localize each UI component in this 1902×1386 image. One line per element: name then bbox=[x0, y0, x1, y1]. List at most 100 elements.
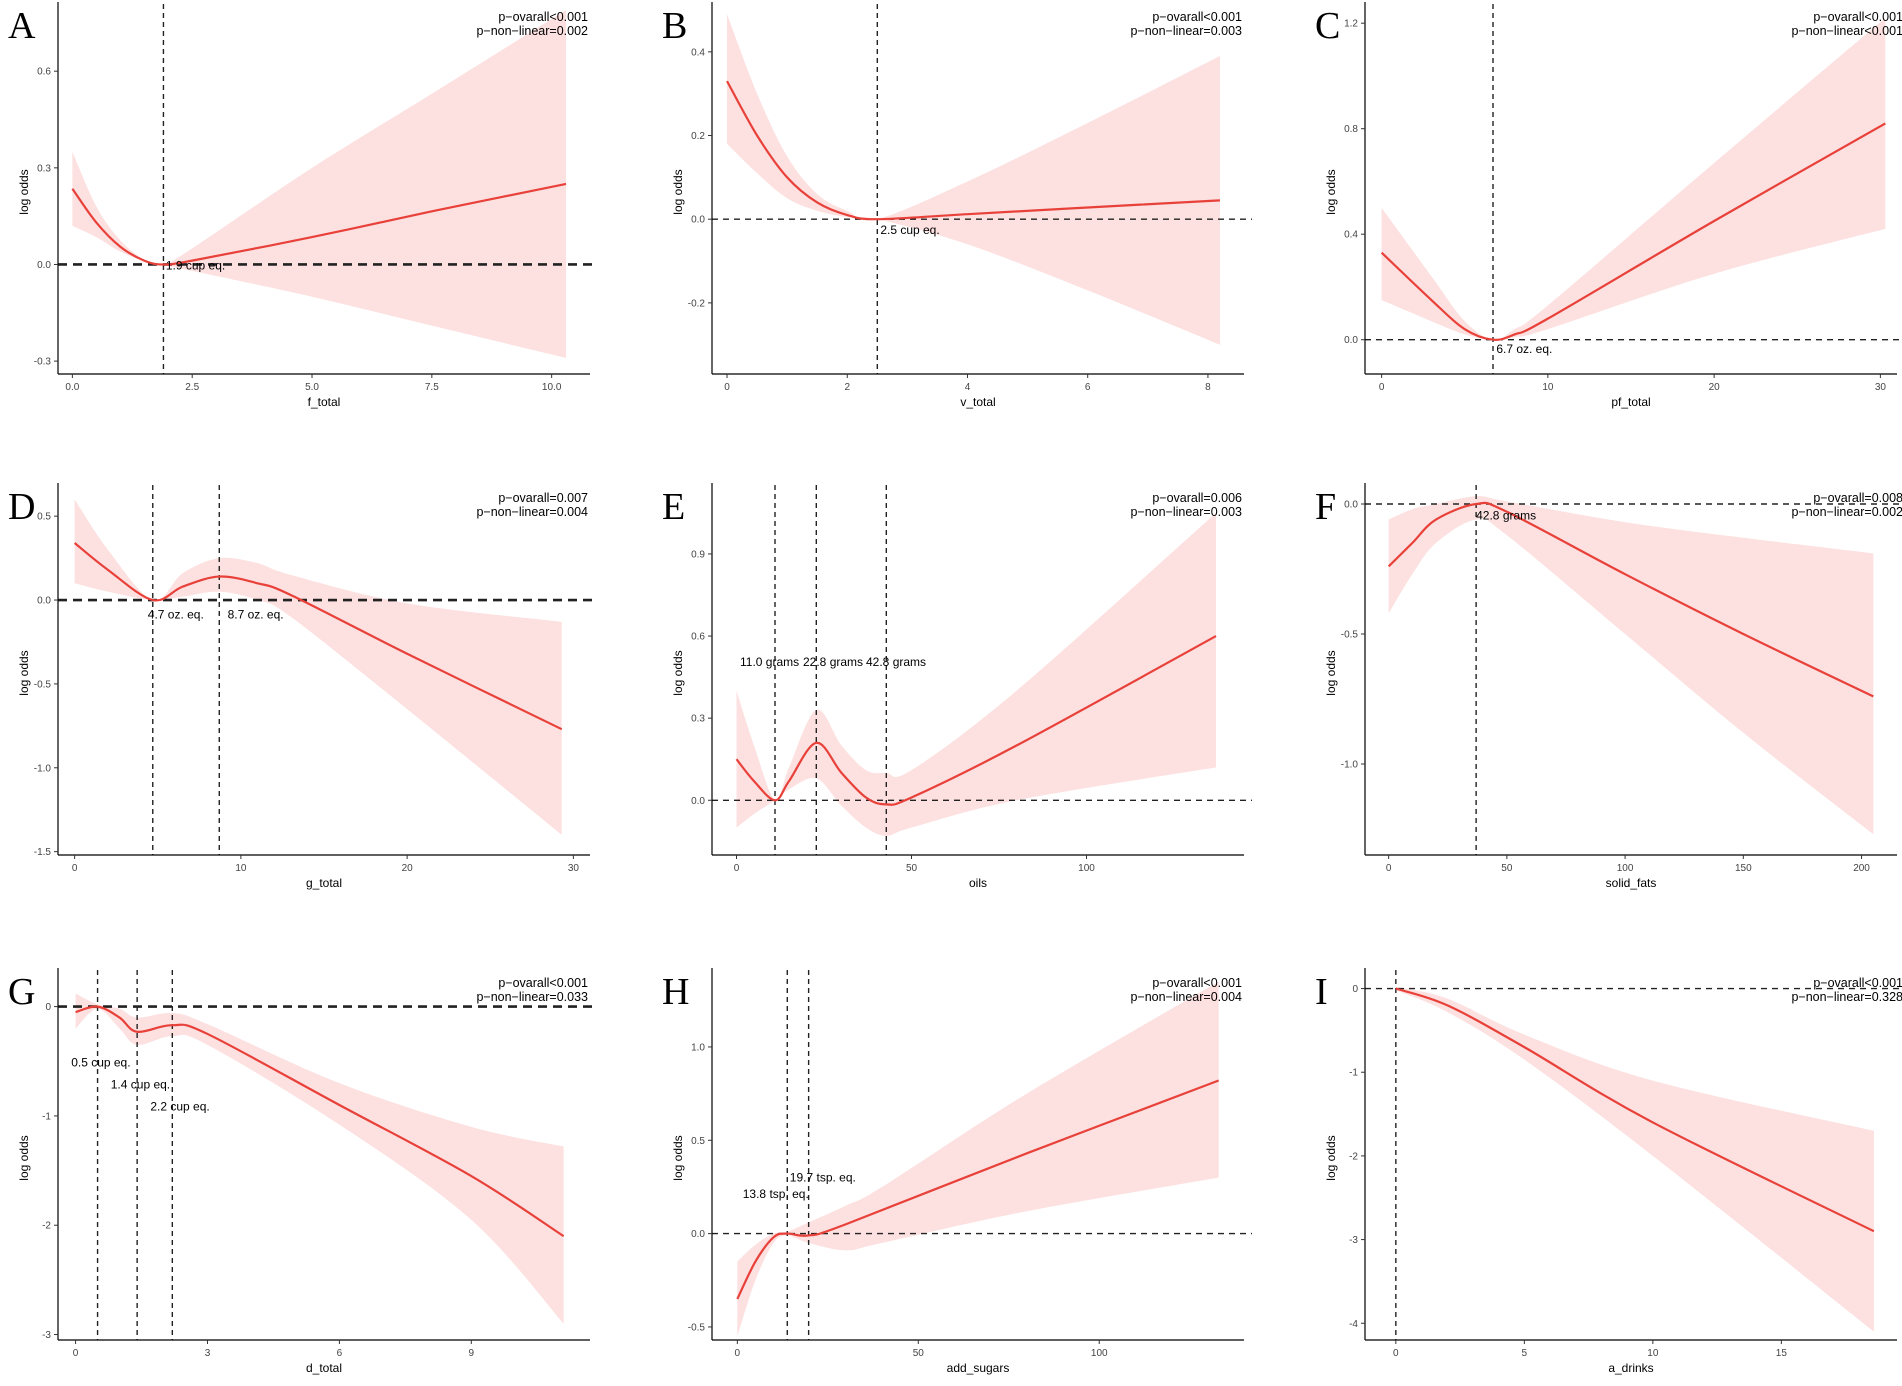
x-tick-label: 6 bbox=[1085, 382, 1091, 393]
confidence-band bbox=[736, 512, 1216, 836]
cutoff-annotation: 13.8 tsp. eq. bbox=[743, 1187, 809, 1201]
x-axis-title: d_total bbox=[306, 1361, 342, 1375]
p-nonlinear-text: p−non−linear=0.002 bbox=[1791, 505, 1902, 519]
chart-svg: 0 5 10 15 -4 -3 -2 -1 0 a_drinks log odds bbox=[1324, 968, 1902, 1375]
x-tick-label: 0 bbox=[1386, 863, 1392, 874]
y-tick-label: -4 bbox=[1349, 1319, 1358, 1330]
panel-h: 0 50 100 -0.5 0.0 0.5 1.0 add_sugars log odds 13.… bbox=[654, 966, 1254, 1386]
confidence-band bbox=[74, 499, 562, 835]
y-tick-label: -1 bbox=[1349, 1068, 1358, 1079]
x-tick-label: 150 bbox=[1735, 863, 1752, 874]
x-tick-label: 6 bbox=[337, 1348, 343, 1359]
x-tick-label: 0.0 bbox=[65, 382, 79, 393]
x-tick-label: 0 bbox=[724, 382, 730, 393]
x-tick-label: 2.5 bbox=[185, 382, 199, 393]
x-tick-label: 4 bbox=[965, 382, 971, 393]
p-overall-text: p−ovarall<0.001 bbox=[1813, 976, 1902, 990]
x-axis-title: oils bbox=[969, 876, 987, 890]
cutoff-annotation: 6.7 oz. eq. bbox=[1496, 342, 1552, 356]
x-tick-label: 200 bbox=[1853, 863, 1870, 874]
y-tick-label: 0.0 bbox=[37, 260, 51, 271]
y-tick-label: -2 bbox=[42, 1221, 51, 1232]
x-tick-label: 0 bbox=[1379, 382, 1385, 393]
chart-svg: 0 50 100 150 200 -1.0 -0.5 0.0 solid_fats log odd… bbox=[1324, 483, 1902, 890]
y-tick-label: -3 bbox=[1349, 1235, 1358, 1246]
chart-svg: 0.0 2.5 5.0 7.5 10.0 -0.3 0.0 0.3 0.6 f_total log … bbox=[17, 2, 598, 409]
cutoff-annotation: 42.8 grams bbox=[866, 655, 926, 669]
y-tick-label: 0.3 bbox=[691, 714, 705, 725]
p-overall-text: p−ovarall=0.007 bbox=[498, 491, 588, 505]
p-values: p−ovarall<0.001 p−non−linear=0.004 bbox=[1130, 976, 1242, 1004]
x-axis-title: add_sugars bbox=[947, 1361, 1010, 1375]
y-tick-label: -0.5 bbox=[688, 1322, 706, 1333]
confidence-band bbox=[72, 10, 567, 358]
y-tick-label: 0.0 bbox=[691, 215, 705, 226]
p-overall-text: p−ovarall<0.001 bbox=[1152, 976, 1242, 990]
cutoff-annotation: 1.4 cup eq. bbox=[111, 1078, 170, 1092]
y-tick-label: 0.3 bbox=[37, 163, 51, 174]
x-tick-label: 50 bbox=[913, 1348, 925, 1359]
fit-line bbox=[736, 1079, 1220, 1300]
x-tick-label: 100 bbox=[1091, 1348, 1108, 1359]
panel-f: 0 50 100 150 200 -1.0 -0.5 0.0 solid_fats log odd… bbox=[1307, 481, 1902, 901]
x-axis-title: g_total bbox=[306, 876, 342, 890]
y-tick-label: 0.5 bbox=[37, 512, 51, 523]
y-tick-label: 0.0 bbox=[1344, 500, 1358, 511]
panel-letter: H bbox=[662, 971, 690, 1013]
confidence-band bbox=[737, 981, 1219, 1337]
y-tick-label: 0.4 bbox=[1344, 230, 1358, 241]
x-tick-label: 0 bbox=[1393, 1348, 1399, 1359]
p-values: p−ovarall<0.001 p−non−linear=0.033 bbox=[476, 976, 588, 1004]
y-tick-label: 0.0 bbox=[691, 796, 705, 807]
y-tick-label: -1.0 bbox=[1341, 760, 1359, 771]
chart-svg: 0 10 20 30 0.0 0.4 0.8 1.2 pf_total log odds 6.7 o… bbox=[1324, 2, 1902, 409]
fit-line bbox=[1395, 987, 1875, 1233]
x-tick-label: 9 bbox=[469, 1348, 475, 1359]
y-axis-title: log odds bbox=[671, 650, 685, 695]
x-tick-label: 2 bbox=[844, 382, 850, 393]
y-tick-label: 0.0 bbox=[691, 1229, 705, 1240]
panel-d: 0 10 20 30 -1.5 -1.0 -0.5 0.0 0.5 g_total log odds… bbox=[0, 481, 600, 901]
x-tick-label: 5.0 bbox=[305, 382, 319, 393]
p-nonlinear-text: p−non−linear=0.003 bbox=[1130, 505, 1242, 519]
x-tick-label: 5 bbox=[1522, 1348, 1528, 1359]
confidence-band bbox=[1388, 496, 1874, 835]
cutoff-annotation: 4.7 oz. eq. bbox=[148, 607, 204, 621]
p-values: p−ovarall<0.001 p−non−linear=0.328 bbox=[1791, 976, 1902, 1004]
panel-b: 0 2 4 6 8 -0.2 0.0 0.2 0.4 v_total log odds 2.5 cup… bbox=[654, 0, 1254, 420]
x-tick-label: 0 bbox=[73, 1348, 79, 1359]
y-axis-title: log odds bbox=[1324, 169, 1338, 214]
fit-line bbox=[75, 1005, 565, 1238]
cutoff-annotation: 42.8 grams bbox=[1476, 509, 1536, 523]
panel-a: 0.0 2.5 5.0 7.5 10.0 -0.3 0.0 0.3 0.6 f_total log … bbox=[0, 0, 600, 420]
y-tick-label: 0.2 bbox=[691, 131, 705, 142]
y-tick-label: 0.0 bbox=[37, 596, 51, 607]
panel-letter: B bbox=[662, 5, 688, 47]
panel-letter: A bbox=[8, 5, 36, 47]
y-axis-title: log odds bbox=[17, 169, 31, 214]
x-tick-label: 50 bbox=[1501, 863, 1513, 874]
p-values: p−ovarall<0.001 p−non−linear=0.002 bbox=[476, 10, 588, 38]
confidence-band bbox=[727, 14, 1220, 345]
x-tick-label: 10 bbox=[1647, 1348, 1659, 1359]
p-nonlinear-text: p−non−linear=0.002 bbox=[476, 24, 588, 38]
p-overall-text: p−ovarall=0.008 bbox=[1813, 491, 1902, 505]
x-tick-label: 20 bbox=[1709, 382, 1721, 393]
cutoff-annotation: 8.7 oz. eq. bbox=[228, 607, 284, 621]
p-overall-text: p−ovarall<0.001 bbox=[1152, 10, 1242, 24]
y-tick-label: 0.0 bbox=[1344, 335, 1358, 346]
y-axis-title: log odds bbox=[17, 650, 31, 695]
p-overall-text: p−ovarall<0.001 bbox=[498, 10, 588, 24]
x-tick-label: 100 bbox=[1617, 863, 1634, 874]
p-overall-text: p−ovarall=0.006 bbox=[1152, 491, 1242, 505]
p-nonlinear-text: p−non−linear=0.033 bbox=[476, 990, 588, 1004]
x-axis-title: pf_total bbox=[1611, 395, 1650, 409]
x-axis-title: a_drinks bbox=[1608, 1361, 1653, 1375]
p-nonlinear-text: p−non−linear=0.004 bbox=[476, 505, 588, 519]
p-values: p−ovarall=0.006 p−non−linear=0.003 bbox=[1130, 491, 1242, 519]
x-axis-title: f_total bbox=[308, 395, 341, 409]
x-tick-label: 10 bbox=[1542, 382, 1554, 393]
x-tick-label: 100 bbox=[1078, 863, 1095, 874]
y-tick-label: -3 bbox=[42, 1330, 51, 1341]
cutoff-annotation: 22.8 grams bbox=[803, 655, 863, 669]
